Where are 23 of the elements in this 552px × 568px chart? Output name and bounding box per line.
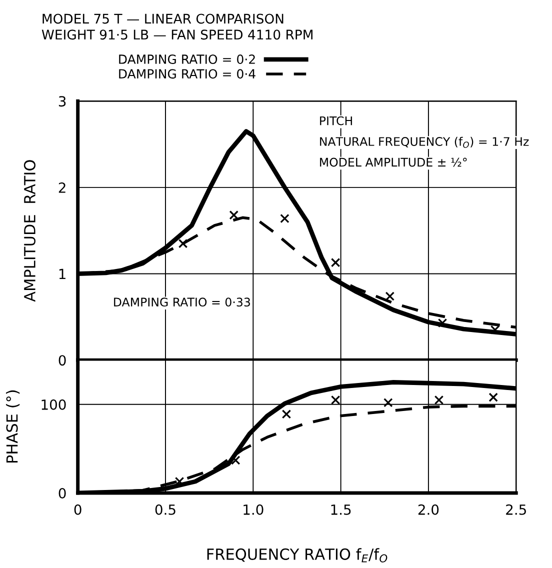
chart-title: MODEL 75 T — LINEAR COMPARISON — [42, 14, 284, 24]
x-tick-label: 0.5 — [155, 504, 176, 515]
annotation: MODEL AMPLITUDE ± ½° — [320, 158, 467, 167]
x-tick-label: 2.5 — [506, 504, 526, 515]
y-axis-title: AMPLITUDE RATIO — [24, 160, 36, 302]
x-tick-label: 1.5 — [331, 504, 351, 515]
annotation: PITCH — [320, 116, 352, 126]
annotation: NATURAL FREQUENCY (f$_{O}$) = 1·7 Hz — [320, 136, 529, 148]
legend-label: DAMPING RATIO = 0·2 — [119, 54, 255, 64]
chart-subtitle: WEIGHT 91·5 LB — FAN SPEED 4110 RPM — [42, 30, 312, 40]
y-tick-label: 1 — [59, 268, 66, 280]
y-tick-label: 0 — [58, 355, 66, 366]
y-tick-label: 2 — [58, 182, 66, 193]
y-tick-label: 3 — [58, 96, 66, 107]
y-tick-label: 0 — [58, 488, 66, 498]
x-axis-title: FREQUENCY RATIO f$_{E}$/f$_{O}$ — [207, 548, 388, 562]
legend-label: DAMPING RATIO = 0·4 — [119, 69, 256, 79]
y-tick-label: 100 — [42, 399, 66, 410]
x-tick-label: 0 — [74, 504, 82, 515]
x-tick-label: 1.0 — [244, 504, 264, 515]
annotation: DAMPING RATIO = 0·33 — [114, 298, 250, 307]
x-tick-label: 2.0 — [418, 504, 439, 515]
y-axis-title: PHASE (°) — [6, 390, 20, 463]
